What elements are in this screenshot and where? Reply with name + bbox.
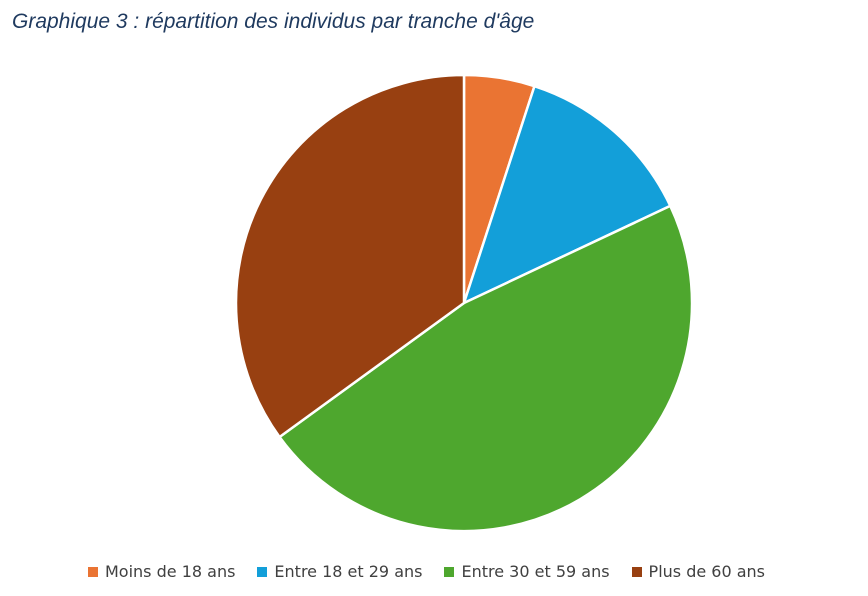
legend-item-plus-60: Plus de 60 ans — [631, 562, 766, 581]
chart-title: Graphique 3 : répartition des individus … — [12, 10, 535, 33]
legend-swatch-icon — [88, 566, 98, 577]
legend-item-moins-18: Moins de 18 ans — [88, 562, 235, 581]
legend-item-30-59: Entre 30 et 59 ans — [444, 562, 610, 581]
legend-label: Moins de 18 ans — [105, 562, 236, 581]
legend-item-18-29: Entre 18 et 29 ans — [257, 562, 422, 581]
legend-label: Entre 30 et 59 ans — [461, 562, 610, 581]
pie-slices — [234, 73, 694, 533]
legend-swatch-icon — [444, 566, 455, 577]
legend-swatch-icon — [631, 566, 642, 577]
pie-slice-18-29 — [462, 84, 672, 305]
legend-swatch-icon — [257, 566, 268, 577]
legend-label: Plus de 60 ans — [648, 562, 766, 581]
legend: Moins de 18 ans Entre 18 et 29 ans Entre… — [88, 562, 765, 581]
pie-slice-30-59 — [278, 204, 694, 533]
legend-label: Entre 18 et 29 ans — [274, 562, 423, 581]
pie-slice-plus-60 — [234, 73, 466, 439]
